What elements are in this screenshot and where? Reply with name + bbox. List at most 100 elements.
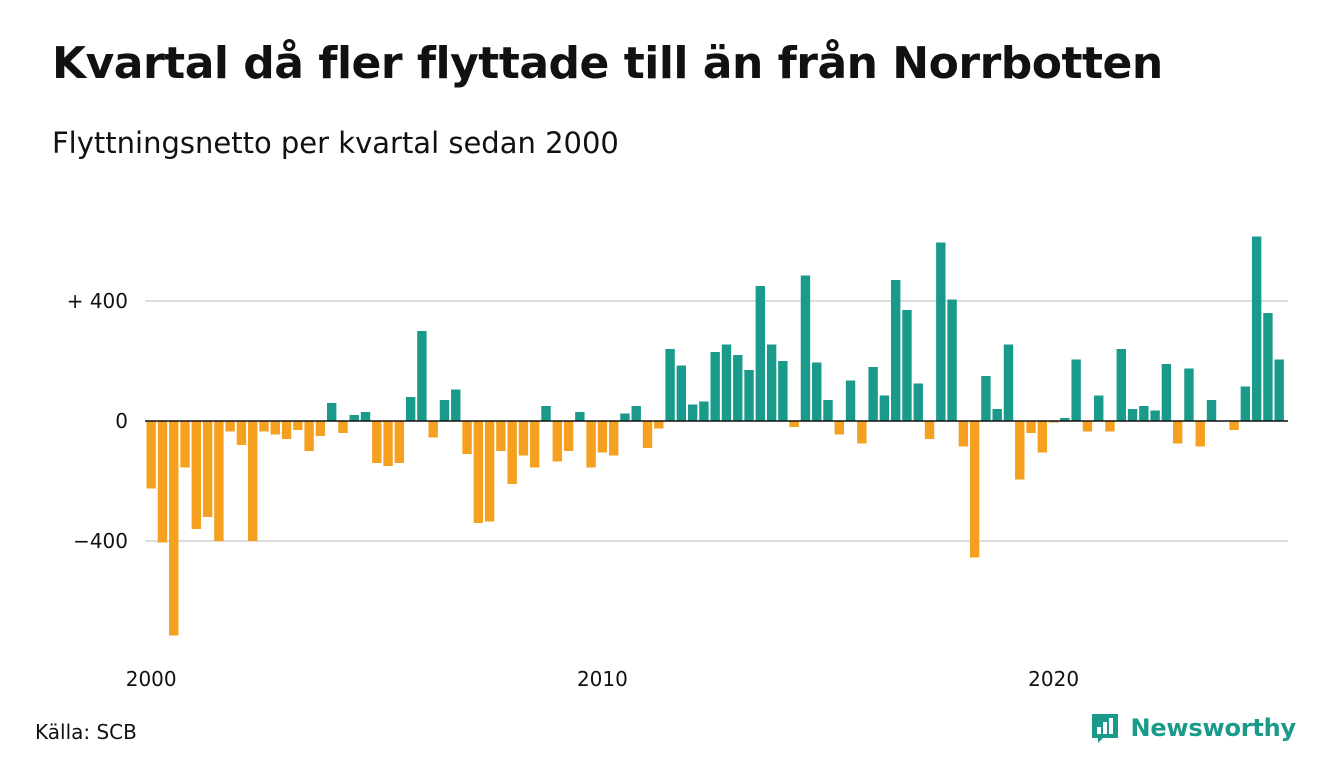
bar-negative: [552, 421, 562, 462]
bar-positive: [1251, 236, 1262, 421]
bar-negative: [642, 421, 653, 448]
bar-positive: [800, 275, 811, 421]
bar-positive: [417, 331, 427, 421]
brand-name: Newsworthy: [1130, 714, 1296, 742]
bar-positive: [868, 367, 878, 421]
bar-negative: [338, 421, 348, 433]
bar-positive: [755, 286, 766, 421]
bar-negative: [394, 421, 405, 463]
y-tick-label: 0: [115, 409, 128, 433]
gridlines: [145, 300, 1288, 542]
bar-positive: [778, 361, 788, 421]
y-tick-label: + 400: [67, 289, 128, 313]
source-note: Källa: SCB: [35, 720, 137, 744]
bar-positive: [349, 415, 359, 421]
bar-negative: [281, 421, 292, 439]
x-tick-label: 2010: [577, 667, 628, 691]
bar-negative: [789, 421, 799, 427]
brand-logo: Newsworthy: [1090, 712, 1296, 744]
bar-negative: [248, 421, 258, 541]
x-tick-label: 2020: [1028, 667, 1079, 691]
bar-positive: [721, 344, 732, 421]
bar-negative: [924, 421, 935, 439]
bar-positive: [981, 376, 991, 421]
bar-positive: [902, 310, 912, 421]
bar-positive: [766, 344, 777, 421]
bar-negative: [1195, 421, 1205, 447]
bar-negative: [597, 421, 608, 453]
bar-negative: [236, 421, 247, 445]
bar-negative: [586, 421, 596, 468]
bar-positive: [1206, 400, 1217, 421]
bar-positive: [890, 280, 901, 421]
bar-positive: [439, 400, 450, 421]
bar-positive: [1060, 418, 1070, 421]
bar-positive: [733, 355, 743, 421]
bar-negative: [157, 421, 168, 543]
y-tick-label: −400: [73, 529, 128, 553]
bar-negative: [1037, 421, 1048, 453]
x-axis-ticks: 2000 2010 2020: [126, 667, 1079, 691]
bar-negative: [304, 421, 314, 451]
bar-negative: [293, 421, 303, 430]
bar-positive: [1116, 349, 1126, 421]
bar-negative: [372, 421, 382, 463]
bar-negative: [969, 421, 980, 558]
bar-negative: [259, 421, 269, 432]
bar-negative: [484, 421, 495, 522]
bar-positive: [326, 403, 337, 421]
bar-positive: [620, 413, 630, 421]
bar-negative: [1082, 421, 1093, 432]
bar-positive: [1274, 359, 1284, 421]
bar-positive: [744, 370, 754, 421]
bar-positive: [575, 412, 585, 421]
bar-negative: [1229, 421, 1239, 430]
bar-positive: [1161, 364, 1172, 421]
bar-positive: [665, 349, 675, 421]
bar-negative: [507, 421, 517, 484]
bar-negative: [1015, 421, 1025, 480]
bar-positive: [1263, 313, 1273, 421]
bar-positive: [992, 409, 1002, 421]
bar-negative: [1105, 421, 1115, 432]
bar-negative: [563, 421, 574, 451]
bar-positive: [710, 352, 720, 421]
bar-positive: [676, 365, 687, 421]
bar-positive: [1184, 368, 1194, 421]
bar-positive: [687, 404, 698, 421]
bar-negative: [214, 421, 224, 541]
bar-negative: [169, 421, 179, 636]
bar-positive: [360, 412, 371, 421]
bar-negative: [270, 421, 280, 435]
bar-negative: [834, 421, 844, 435]
bar-negative: [225, 421, 235, 432]
bar-positive: [631, 406, 641, 421]
bar-negative: [530, 421, 540, 468]
bar-positive: [405, 397, 416, 421]
x-tick-label: 2000: [126, 667, 177, 691]
bars: [146, 236, 1284, 636]
chart-subtitle: Flyttningsnetto per kvartal sedan 2000: [52, 126, 619, 160]
bar-negative: [958, 421, 969, 447]
bar-positive: [1139, 406, 1149, 421]
bar-negative: [608, 421, 619, 456]
bar-positive: [1127, 409, 1138, 421]
bar-negative: [473, 421, 484, 523]
bar-negative: [383, 421, 393, 466]
newsworthy-logo-icon: [1092, 714, 1119, 743]
bar-negative: [1026, 421, 1036, 433]
bar-positive: [936, 242, 946, 421]
bar-negative: [857, 421, 867, 444]
bar-negative: [180, 421, 190, 468]
bar-negative: [654, 421, 664, 429]
bar-negative: [428, 421, 438, 438]
bar-positive: [699, 401, 709, 421]
bar-positive: [451, 389, 461, 421]
chart-title: Kvartal då fler flyttade till än från No…: [52, 38, 1163, 89]
bar-positive: [823, 400, 833, 421]
bar-negative: [496, 421, 506, 451]
bar-positive: [947, 299, 957, 421]
bar-negative: [518, 421, 529, 456]
bar-positive: [1003, 344, 1014, 421]
